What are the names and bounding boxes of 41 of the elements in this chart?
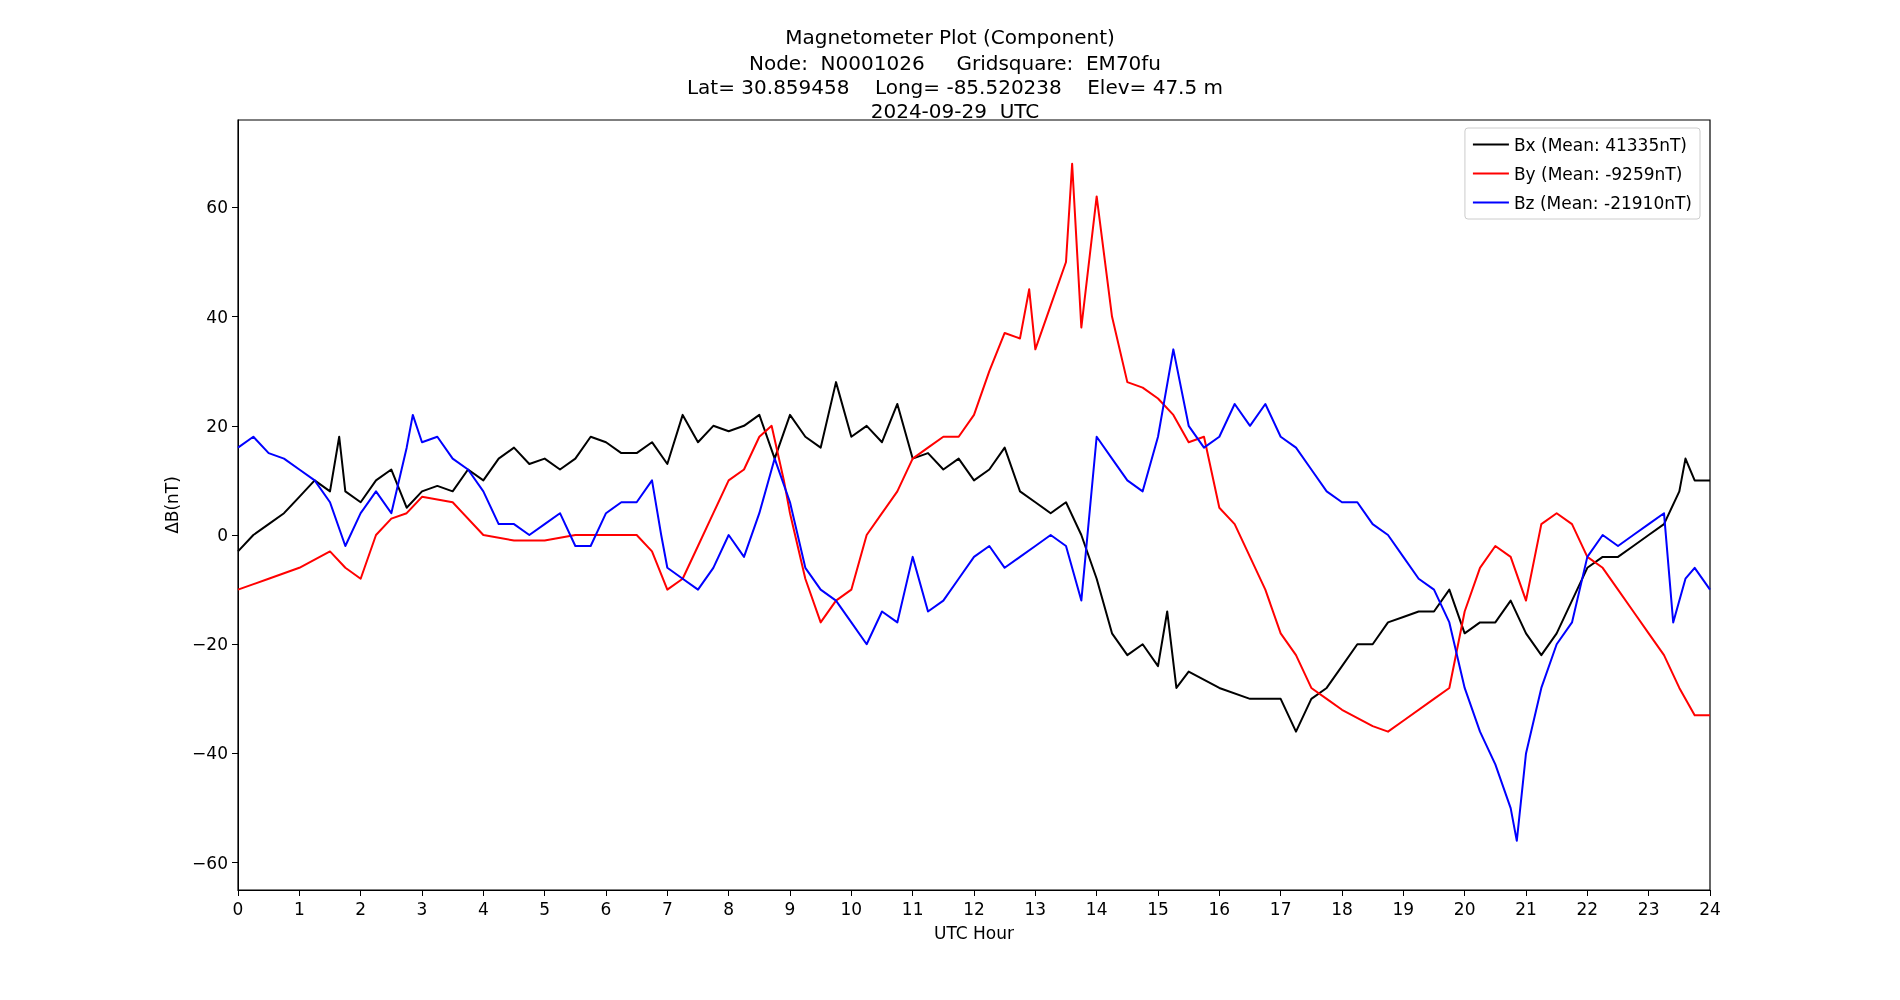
x-tick-label: 8 [723, 898, 735, 919]
x-axis-title: UTC Hour [933, 922, 1015, 943]
y-tick-label: 0 [217, 525, 228, 546]
x-tick-label: 4 [477, 898, 489, 919]
y-tick-label: 20 [206, 415, 228, 436]
x-tick-label: 21 [1515, 898, 1537, 919]
chart-title: Magnetometer Plot (Component) [785, 25, 1115, 49]
y-tick-label: −60 [192, 852, 228, 873]
legend-label: By (Mean: -9259nT) [1513, 163, 1683, 184]
legend-label: Bz (Mean: -21910nT) [1513, 192, 1692, 213]
x-tick-label: 1 [293, 898, 305, 919]
legend-label: Bx (Mean: 41335nT) [1513, 134, 1688, 155]
x-tick-label: 24 [1699, 898, 1721, 919]
x-tick-label: 11 [901, 898, 924, 919]
x-tick-label: 7 [661, 898, 673, 919]
x-tick-label: 9 [784, 898, 796, 919]
x-tick-label: 0 [232, 898, 244, 919]
x-tick-label: 16 [1208, 898, 1231, 919]
x-tick-label: 12 [963, 898, 985, 919]
x-tick-label: 5 [539, 898, 551, 919]
y-tick-label: 60 [206, 197, 228, 218]
line-series [237, 348, 1711, 842]
x-tick-label: 14 [1085, 898, 1108, 919]
x-tick-label: 19 [1392, 898, 1415, 919]
x-tick-label: 22 [1576, 898, 1599, 919]
line-series [237, 162, 1711, 733]
chart-subtitle: Node: N0001026 Gridsquare: EM70fu Lat= 30.859458 Long= -85.520238 Elev= 47.5 m 2024-09-29 UTC [686, 51, 1224, 123]
x-tick-label: 3 [416, 898, 428, 919]
x-tick-label: 10 [840, 898, 863, 919]
x-tick-label: 2 [355, 898, 367, 919]
x-tick-label: 15 [1147, 898, 1169, 919]
x-tick-label: 17 [1269, 898, 1292, 919]
x-tick-label: 18 [1331, 898, 1353, 919]
x-tick-label: 20 [1453, 898, 1476, 919]
x-tick-label: 23 [1637, 898, 1660, 919]
x-tick-label: 6 [600, 898, 612, 919]
y-tick-label: −20 [192, 634, 228, 655]
x-tick-label: 13 [1024, 898, 1047, 919]
y-tick-label: 40 [206, 306, 228, 327]
y-tick-label: −40 [192, 743, 228, 764]
y-axis-title: ΔB(nT) [161, 476, 182, 534]
